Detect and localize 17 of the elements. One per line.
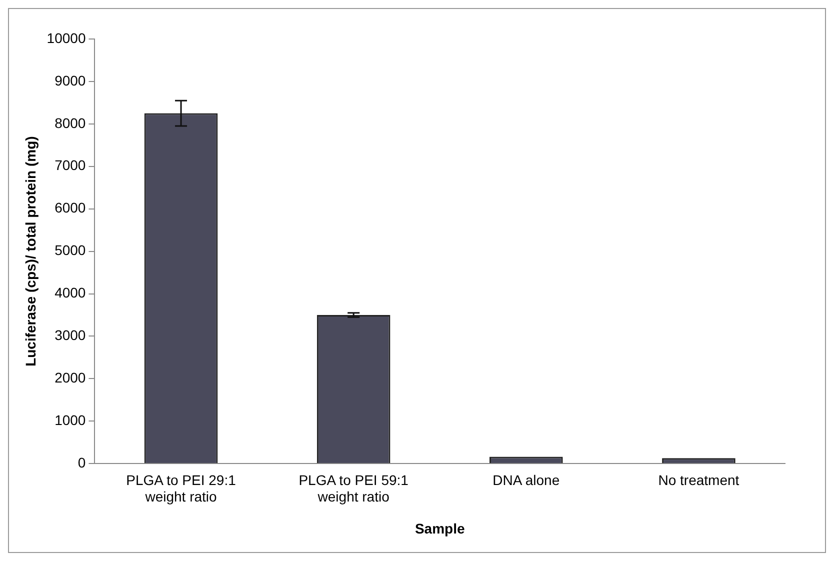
y-tick-label: 4000 — [54, 284, 86, 301]
y-tick-label: 8000 — [54, 114, 86, 131]
x-tick-label: PLGA to PEI 59:1 weight ratio — [298, 472, 409, 505]
y-tick-label: 5000 — [54, 242, 86, 258]
x-tick-label: PLGA to PEI 29:1 weight ratio — [126, 472, 236, 505]
y-tick-label: 0 — [78, 454, 86, 470]
y-tick-label: 3000 — [54, 327, 86, 344]
y-tick-label: 9000 — [54, 72, 86, 88]
y-tick-label: 1000 — [54, 412, 86, 428]
x-tick-label: No treatment — [658, 472, 740, 488]
x-tick-label: DNA alone — [492, 472, 560, 488]
x-axis-title: Sample — [414, 520, 465, 536]
y-axis-title: Luciferase (cps)/ total protein (mg) — [22, 136, 38, 366]
y-tick-label: 7000 — [54, 157, 86, 174]
y-tick-label: 10000 — [46, 30, 86, 46]
y-tick-label: 2000 — [54, 370, 86, 386]
y-tick-label: 6000 — [54, 200, 86, 216]
